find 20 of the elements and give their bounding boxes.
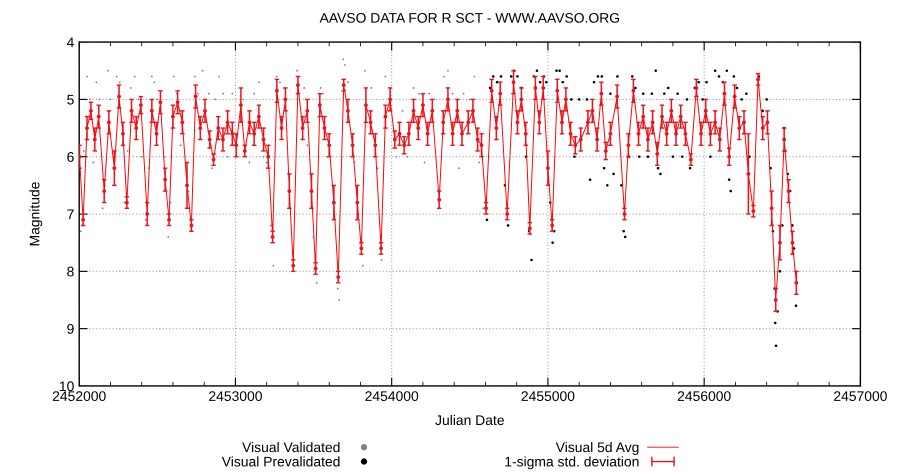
- x-tick-label: 2452000: [52, 391, 106, 402]
- y-tick-label: 5: [67, 94, 74, 105]
- y-tick-label: 7: [67, 210, 74, 220]
- y-tick-label: 9: [67, 324, 74, 334]
- legend-label: 1-sigma std. deviation: [505, 456, 638, 470]
- chart-title: AAVSO DATA FOR R SCT - WWW.AAVSO.ORG: [320, 12, 619, 23]
- y-tick-label: 4: [66, 38, 74, 48]
- legend-label: Visual Validated: [242, 442, 340, 452]
- legend-label: Visual Prevalidated: [222, 456, 340, 467]
- y-axis-title: Magnitude: [29, 182, 42, 246]
- y-tick-label: 8: [67, 266, 74, 277]
- y-tick-label: 10: [60, 381, 74, 392]
- x-tick-label: 2456000: [678, 391, 731, 402]
- x-tick-label: 2454000: [365, 391, 418, 402]
- x-axis-title: Julian Date: [435, 414, 504, 426]
- x-tick-label: 2455000: [522, 391, 574, 402]
- y-tick-label: 6: [67, 152, 74, 162]
- x-tick-label: 2457000: [834, 391, 887, 402]
- legend-label: Visual 5d Avg: [556, 442, 638, 455]
- x-tick-label: 2453000: [209, 391, 262, 402]
